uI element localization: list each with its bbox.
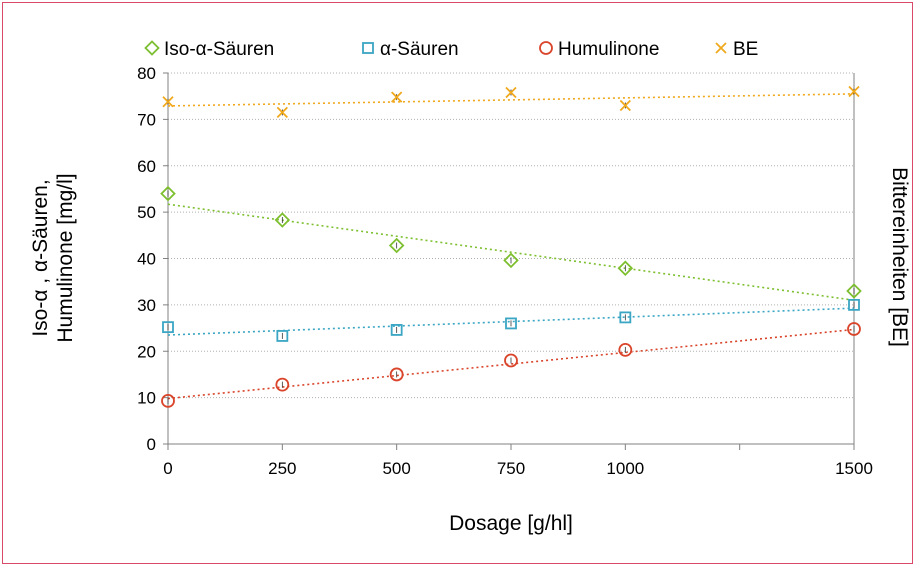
- data-point-circle: [275, 377, 290, 392]
- data-point-x: [162, 96, 174, 108]
- axis-labels: Dosage [g/hl] Bittereinheiten [BE] Iso-α…: [29, 167, 911, 535]
- data-point-square: [276, 330, 289, 342]
- y-tick-label: 50: [137, 203, 156, 222]
- legend-label: BE: [733, 39, 758, 60]
- legend-marker-square: [362, 42, 374, 54]
- y-tick-label: 40: [137, 250, 156, 269]
- y-tick-label: 80: [137, 64, 156, 83]
- legend-label: Iso-α-Säuren: [164, 39, 274, 60]
- legend-label: Humulinone: [558, 39, 659, 60]
- data-point-x: [391, 91, 403, 103]
- left-y-axis-title-line-2: Humulinone [mg/l]: [54, 173, 77, 342]
- axes: 0 10 20 30 40 50 60 70 80 0 250 500 750 1000 1500: [137, 64, 873, 478]
- data-point-circle: [847, 322, 861, 336]
- legend-marker-diamond: [144, 40, 160, 56]
- data-marks: [160, 85, 862, 408]
- data-point-square: [505, 317, 517, 330]
- x-tick-label: 1000: [606, 459, 644, 478]
- y-tick-label: 20: [137, 342, 156, 361]
- data-point-diamond: [503, 252, 519, 269]
- data-point-x: [619, 99, 631, 112]
- data-point-diamond: [617, 260, 634, 277]
- left-y-axis-title-line-1: Iso-α , α-Säuren,: [29, 179, 52, 336]
- data-point-square: [848, 298, 860, 311]
- data-point-diamond: [274, 212, 291, 228]
- data-point-x: [848, 85, 860, 98]
- data-point-diamond: [846, 283, 862, 299]
- data-point-square: [390, 324, 403, 336]
- data-point-diamond: [388, 237, 405, 254]
- data-point-square: [619, 311, 632, 324]
- data-point-circle: [504, 353, 518, 368]
- y-tick-label: 10: [137, 389, 156, 408]
- x-tick-label: 750: [497, 459, 525, 478]
- y-tick-label: 70: [137, 110, 156, 129]
- legend-label: α-Säuren: [380, 39, 459, 60]
- trendline-diamond: [167, 203, 855, 302]
- right-y-axis-title: Bittereinheiten [BE]: [888, 167, 911, 347]
- y-tick-label: 60: [137, 157, 156, 176]
- y-tick-label: 0: [147, 435, 156, 454]
- x-tick-label: 0: [163, 459, 172, 478]
- y-tick-label: 30: [137, 296, 156, 315]
- legend: Iso-α-Säuren α-Säuren Humulinone BE: [144, 39, 758, 60]
- data-point-diamond: [160, 185, 176, 202]
- data-point-x: [276, 106, 288, 119]
- x-tick-label: 250: [268, 459, 296, 478]
- x-tick-label: 1500: [835, 459, 873, 478]
- data-point-circle: [618, 342, 633, 357]
- legend-marker-x: [715, 42, 727, 54]
- grid-lines: [168, 72, 854, 399]
- data-point-circle: [389, 367, 404, 382]
- data-point-circle: [161, 393, 175, 408]
- data-point-x: [505, 86, 517, 99]
- x-axis-title: Dosage [g/hl]: [449, 512, 573, 535]
- legend-marker-circle: [539, 41, 553, 55]
- data-point-square: [162, 321, 174, 334]
- trendline-circle: [167, 328, 855, 400]
- trend-lines: [167, 93, 855, 400]
- trendline-x: [167, 93, 855, 107]
- x-tick-label: 500: [382, 459, 410, 478]
